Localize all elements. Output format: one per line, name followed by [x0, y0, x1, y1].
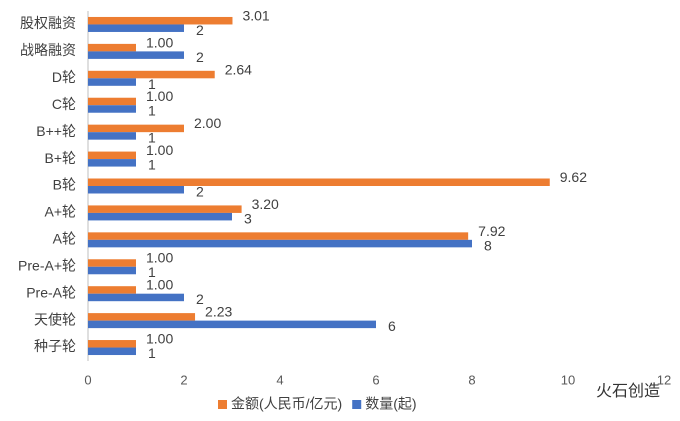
- y-tick-label: 天使轮: [34, 311, 76, 327]
- bar: [88, 232, 469, 240]
- x-tick-label: 4: [276, 372, 283, 387]
- y-tick-label: 种子轮: [34, 338, 76, 354]
- bar: [88, 16, 233, 25]
- data-label: 1: [148, 103, 156, 119]
- data-label: 1.00: [146, 88, 173, 104]
- y-tick-label: A轮: [53, 231, 76, 247]
- bar: [88, 24, 184, 32]
- data-label: 1.00: [146, 277, 173, 293]
- data-label: 2: [196, 291, 204, 307]
- bar: [88, 124, 184, 133]
- data-label: 1: [148, 345, 156, 361]
- data-label: 2: [196, 22, 204, 38]
- bar: [88, 97, 136, 106]
- y-tick-label: 战略融资: [20, 42, 76, 58]
- y-tick-label: 股权融资: [20, 15, 76, 31]
- data-label: 1: [148, 264, 156, 280]
- data-label: 1.00: [146, 142, 173, 158]
- bar: [88, 320, 376, 329]
- data-label: 8: [484, 237, 492, 253]
- legend-label: 金额(人民币/亿元): [231, 396, 342, 412]
- legend-swatch: [352, 400, 362, 409]
- y-tick-label: Pre-A轮: [26, 284, 76, 300]
- data-label: 2: [196, 183, 204, 199]
- y-tick-label: Pre-A+轮: [18, 257, 76, 273]
- y-tick-label: B+轮: [44, 150, 76, 166]
- bar: [88, 178, 550, 186]
- x-tick-label: 0: [84, 372, 91, 387]
- x-tick-label: 8: [468, 372, 475, 387]
- data-label: 1: [148, 76, 156, 92]
- x-tick-label: 10: [561, 372, 575, 387]
- bar: [88, 313, 196, 321]
- legend-label: 数量(起): [365, 396, 416, 412]
- data-label: 3.20: [252, 196, 279, 212]
- data-label: 2: [196, 49, 204, 65]
- bar: [88, 259, 136, 267]
- data-label: 2.00: [194, 115, 221, 131]
- bar: [88, 105, 136, 113]
- bar: [88, 132, 136, 140]
- data-label: 1.00: [146, 250, 173, 266]
- bar: [88, 340, 136, 348]
- y-tick-label: B轮: [53, 177, 76, 193]
- data-label: 1.00: [146, 34, 173, 50]
- y-tick-label: D轮: [52, 69, 76, 85]
- y-tick-label: B++轮: [36, 123, 76, 139]
- bar: [88, 286, 136, 294]
- data-label: 3: [244, 210, 252, 226]
- data-label: 2.64: [225, 61, 252, 77]
- bar: [88, 151, 136, 160]
- data-label: 3.01: [242, 7, 269, 23]
- bar: [88, 212, 232, 221]
- bar: [88, 186, 184, 194]
- bar: [88, 347, 136, 356]
- bar: [88, 266, 136, 275]
- x-tick-label: 12: [657, 372, 671, 387]
- data-label: 2.23: [205, 304, 232, 320]
- data-label: 7.92: [478, 223, 505, 239]
- bar: [88, 159, 136, 167]
- data-label: 1: [148, 130, 156, 146]
- watermark: 火石创造: [596, 382, 660, 400]
- x-tick-label: 2: [180, 372, 187, 387]
- data-label: 9.62: [560, 169, 587, 185]
- bar: [88, 43, 136, 52]
- bar: [88, 239, 472, 248]
- y-tick-label: C轮: [52, 96, 76, 112]
- legend-swatch: [218, 400, 227, 409]
- bar: [88, 78, 136, 86]
- data-label: 1.00: [146, 330, 173, 346]
- bar: [88, 70, 215, 79]
- bar: [88, 205, 242, 213]
- bar: [88, 293, 184, 302]
- data-label: 1: [148, 157, 156, 173]
- x-tick-label: 6: [372, 372, 379, 387]
- data-label: 6: [388, 318, 396, 334]
- y-tick-label: A+轮: [44, 204, 76, 220]
- bar: [88, 51, 184, 59]
